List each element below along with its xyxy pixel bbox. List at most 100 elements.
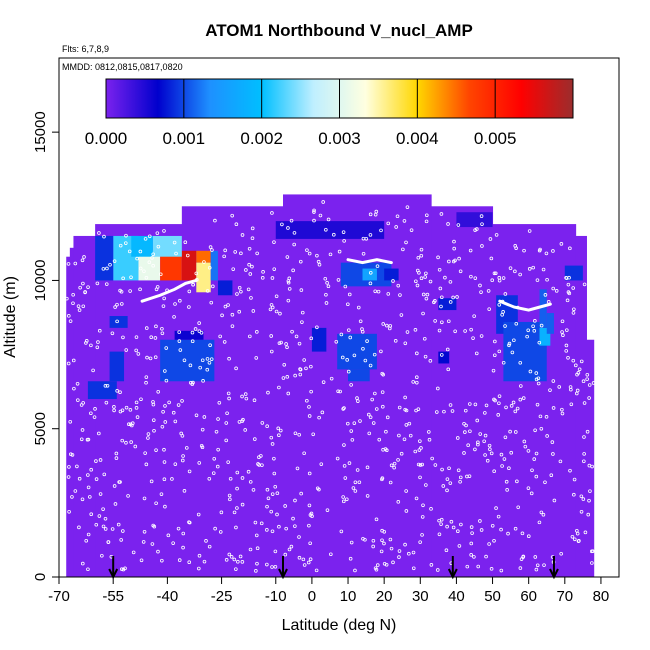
sample-point <box>403 395 407 400</box>
sample-point <box>567 291 572 296</box>
sample-point <box>66 314 71 318</box>
colorbar-tick-label: 0.005 <box>474 129 517 148</box>
sample-point <box>73 489 78 493</box>
sample-point <box>551 452 555 456</box>
sample-point <box>250 264 254 269</box>
sample-point <box>148 356 153 361</box>
sample-point <box>230 324 235 328</box>
sample-point <box>427 430 431 434</box>
sample-point <box>571 311 576 315</box>
sample-point <box>414 279 418 284</box>
sample-point <box>513 409 518 414</box>
sample-point <box>373 289 378 294</box>
heatmap-cell <box>131 235 153 257</box>
sample-point <box>462 451 466 455</box>
sample-point <box>86 285 90 289</box>
sample-point <box>522 248 526 253</box>
sample-point <box>521 555 525 559</box>
sample-point <box>379 549 384 554</box>
sample-point <box>342 443 346 447</box>
sample-point <box>309 389 313 394</box>
sample-point <box>195 277 199 282</box>
sample-point <box>299 288 304 292</box>
sample-point <box>397 405 402 410</box>
sample-point <box>370 397 374 402</box>
sample-point <box>187 289 192 294</box>
sample-point <box>565 328 569 332</box>
sample-point <box>151 252 156 257</box>
sample-point <box>89 467 94 472</box>
sample-point <box>361 536 365 541</box>
sample-point <box>588 489 592 493</box>
sample-point <box>94 477 99 481</box>
sample-point <box>500 464 504 468</box>
sample-point <box>228 476 233 481</box>
sample-point <box>166 533 171 538</box>
coverage-column <box>66 256 71 577</box>
sample-point <box>226 303 230 307</box>
sample-point <box>77 476 82 481</box>
sample-point <box>283 504 287 508</box>
sample-point <box>419 253 424 258</box>
sample-point <box>235 506 239 510</box>
sample-point <box>346 302 350 307</box>
sample-point <box>130 423 134 428</box>
sample-point <box>86 567 90 572</box>
sample-point <box>80 497 85 502</box>
sample-point <box>300 310 305 315</box>
sample-point <box>504 479 509 484</box>
sample-point <box>121 529 125 533</box>
sample-point <box>127 249 132 254</box>
sample-point <box>476 564 481 569</box>
sample-point <box>171 541 175 545</box>
sample-point <box>308 557 313 562</box>
sample-point <box>574 391 579 396</box>
x-tick-label: 70 <box>556 588 573 605</box>
sample-point <box>143 237 148 241</box>
sample-point <box>392 461 397 466</box>
sample-point <box>496 514 501 519</box>
sample-point <box>325 281 329 285</box>
sample-point <box>356 305 361 310</box>
heatmap-cell <box>438 351 450 364</box>
sample-point <box>139 558 144 563</box>
sample-point <box>582 452 586 456</box>
heatmap-cell <box>456 212 493 228</box>
chart-title: ATOM1 Northbound V_nucl_AMP <box>205 21 473 40</box>
sample-point <box>399 313 404 317</box>
sample-point <box>421 311 425 316</box>
sample-point <box>571 286 576 290</box>
sample-point <box>324 228 328 232</box>
sample-point <box>452 239 456 244</box>
sample-point <box>447 466 451 471</box>
sample-point <box>453 329 457 334</box>
sample-point <box>476 440 480 445</box>
sample-point <box>424 219 429 224</box>
sample-point <box>418 540 422 544</box>
sample-point <box>417 271 421 275</box>
sample-point <box>518 566 523 570</box>
sample-point <box>150 256 154 260</box>
sample-point <box>114 451 119 456</box>
coverage-column <box>283 194 432 577</box>
sample-point <box>391 279 395 283</box>
sample-point <box>259 521 264 526</box>
sample-point <box>230 312 235 317</box>
sample-point <box>401 247 405 252</box>
sample-point <box>338 389 342 394</box>
sample-point <box>497 275 502 280</box>
sample-point <box>187 560 192 564</box>
sample-point <box>269 435 274 440</box>
sample-point <box>154 501 158 506</box>
sample-point <box>501 310 505 314</box>
sample-point <box>117 480 121 484</box>
sample-point <box>324 301 329 305</box>
sample-point <box>282 363 287 367</box>
sample-point <box>535 278 540 282</box>
sample-point <box>250 226 255 231</box>
sample-point <box>430 456 434 461</box>
sample-point <box>162 447 166 452</box>
sample-point <box>457 544 462 548</box>
sample-point <box>503 292 508 296</box>
sample-point <box>323 276 328 281</box>
